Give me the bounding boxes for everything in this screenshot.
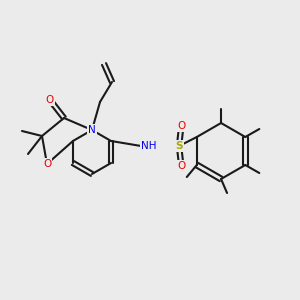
- Text: NH: NH: [141, 141, 157, 151]
- Text: O: O: [177, 121, 185, 131]
- Text: N: N: [88, 125, 96, 135]
- Text: O: O: [43, 159, 51, 169]
- Text: O: O: [46, 95, 54, 105]
- Text: O: O: [177, 161, 185, 171]
- Text: S: S: [175, 141, 183, 151]
